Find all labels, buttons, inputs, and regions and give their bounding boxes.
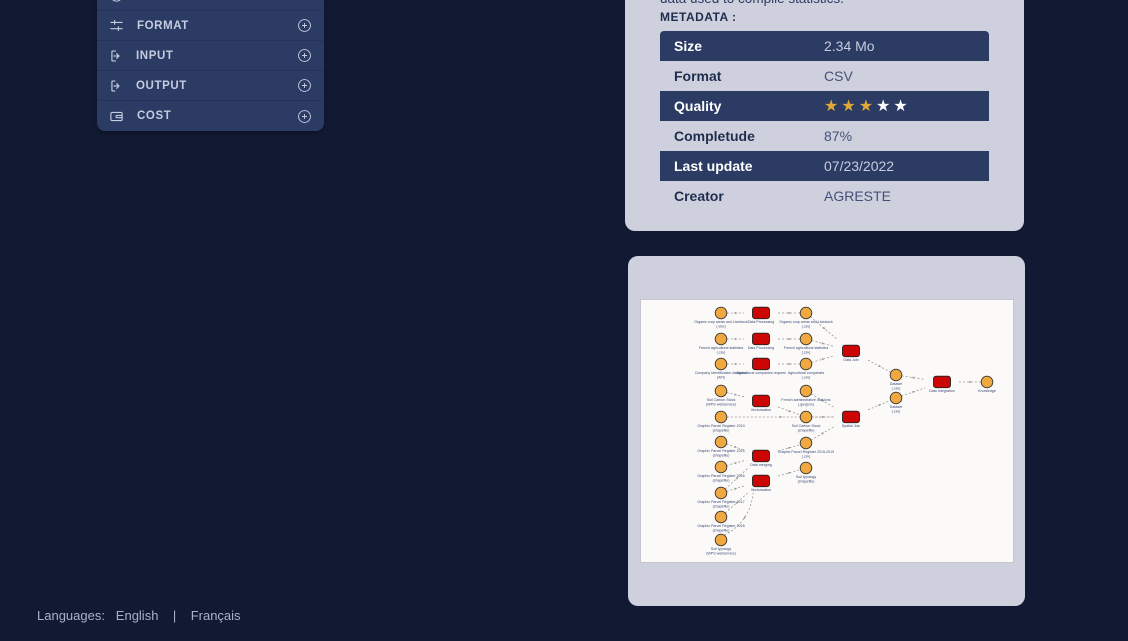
svg-text:Graphic Parcel Register 2018: Graphic Parcel Register 2018 xyxy=(697,524,744,528)
svg-text:Data Processing: Data Processing xyxy=(748,320,774,324)
svg-text:Dataset: Dataset xyxy=(890,405,902,409)
svg-text:Dataset: Dataset xyxy=(890,382,902,386)
svg-text:(shapefile): (shapefile) xyxy=(713,528,730,532)
svg-text:(shapefile): (shapefile) xyxy=(798,428,815,432)
svg-text:Knowledge: Knowledge xyxy=(978,389,996,393)
svg-text:(shapefile): (shapefile) xyxy=(713,478,730,482)
svg-text:(.csv): (.csv) xyxy=(717,350,726,354)
svg-text:Data Join: Data Join xyxy=(843,358,858,362)
svg-text:French agricultural statistics: French agricultural statistics xyxy=(784,346,829,350)
svg-text:(.csv): (.csv) xyxy=(892,386,901,390)
svg-text:(WPS webservice): (WPS webservice) xyxy=(706,551,736,555)
svg-text:Graphic Parcel Register 2015: Graphic Parcel Register 2015 xyxy=(697,449,744,453)
svg-text:French administrative division: French administrative divisions xyxy=(781,398,830,402)
svg-text:Agricultural companies: Agricultural companies xyxy=(788,371,825,375)
svg-text:(.csv): (.csv) xyxy=(802,324,811,328)
svg-text:Soil typology: Soil typology xyxy=(711,547,732,551)
svg-text:(.csv): (.csv) xyxy=(892,409,901,413)
svg-text:Organic crop areas and Livesto: Organic crop areas and Livestock xyxy=(779,320,833,324)
svg-text:French agricultural statistics: French agricultural statistics xyxy=(699,346,744,350)
svg-text:Organic crop areas and Livesto: Organic crop areas and Livestock xyxy=(694,320,748,324)
svg-text:(shapefile): (shapefile) xyxy=(713,428,730,432)
svg-text:(shapefile): (shapefile) xyxy=(798,479,815,483)
svg-text:(.xlsx): (.xlsx) xyxy=(716,324,726,328)
svg-text:Agricultural companies request: Agricultural companies request xyxy=(736,371,785,375)
svg-text:(.csv): (.csv) xyxy=(802,350,811,354)
svg-text:Spatial Join: Spatial Join xyxy=(842,424,861,428)
svg-text:Soil Carbon Stock: Soil Carbon Stock xyxy=(792,424,821,428)
svg-text:Graphic Parcel Register 2019: Graphic Parcel Register 2019 xyxy=(697,424,744,428)
svg-text:Vectorisation: Vectorisation xyxy=(751,408,772,412)
svg-text:Soil typology: Soil typology xyxy=(796,475,817,479)
svg-text:Graphic Parcel Register 2017: Graphic Parcel Register 2017 xyxy=(697,500,744,504)
svg-text:Soil Carbon Stock: Soil Carbon Stock xyxy=(707,398,736,402)
svg-text:(shapefile): (shapefile) xyxy=(713,453,730,457)
svg-text:Vectorisation: Vectorisation xyxy=(751,488,772,492)
svg-text:Graphic Parcel Register 2015-2: Graphic Parcel Register 2015-2019 xyxy=(778,450,834,454)
svg-text:(.csv): (.csv) xyxy=(802,375,811,379)
svg-text:(.csv): (.csv) xyxy=(802,454,811,458)
svg-text:(.geojson): (.geojson) xyxy=(798,402,814,406)
svg-text:(API): (API) xyxy=(717,375,725,379)
svg-text:(WPG webservice): (WPG webservice) xyxy=(706,402,736,406)
svg-text:Data Processing: Data Processing xyxy=(748,346,774,350)
svg-text:(shapefile): (shapefile) xyxy=(713,504,730,508)
svg-text:Data Integration: Data Integration xyxy=(929,389,955,393)
svg-text:Graphic Parcel Register 2016: Graphic Parcel Register 2016 xyxy=(697,474,744,478)
svg-text:Data merging: Data merging xyxy=(750,463,772,467)
